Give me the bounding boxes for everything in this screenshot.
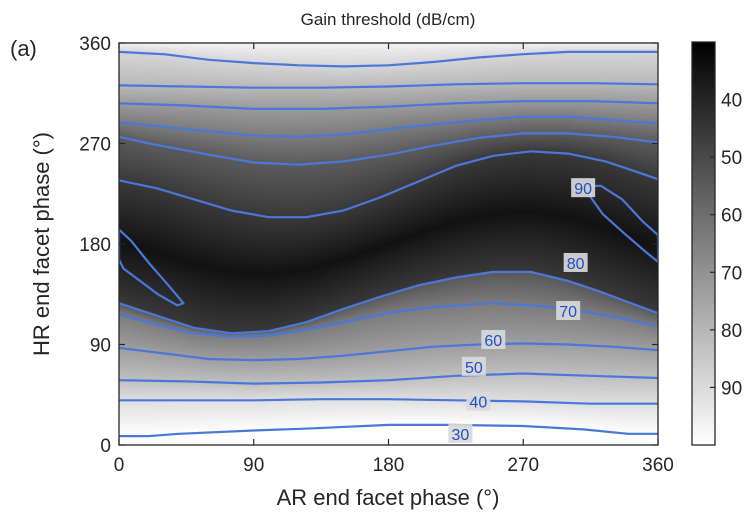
y-tick-label: 90: [90, 336, 111, 357]
colorbar-ticks: 40 50 60 70 80 90: [710, 91, 742, 399]
colorbar-tick-label: 70: [721, 263, 742, 284]
contour-label-bg-60: [481, 330, 506, 350]
colorbar-tick-label: 60: [721, 206, 742, 227]
contour-label-bg-90: [571, 178, 596, 198]
y-tick-label: 270: [79, 135, 111, 156]
contour-label-bg-30: [448, 423, 473, 443]
contour-label-90: 90: [574, 181, 592, 198]
contour-line-40-1: [119, 398, 658, 405]
contour-label-30: 30: [451, 427, 469, 444]
contour-label-bg-80: [563, 252, 588, 272]
contour-label-bg-70: [556, 301, 581, 320]
contour-line-90-12: [119, 228, 185, 307]
contour-line-60-3: [119, 342, 658, 362]
colorbar: 40 50 60 70 80 90: [691, 41, 742, 446]
y-axis: 0 90 180 270 360: [79, 34, 658, 457]
contour-label-70: 70: [559, 304, 577, 321]
x-tick-label: 90: [243, 455, 264, 476]
contour-line-90-7: [119, 132, 658, 166]
contour-line-80-5: [119, 270, 658, 335]
contour-label-60: 60: [484, 333, 502, 350]
x-axis: 0 90 180 270 360: [114, 43, 674, 476]
y-tick-label: 180: [79, 235, 111, 256]
contour-label-80: 80: [567, 256, 585, 273]
colorbar-tick-label: 40: [721, 91, 742, 112]
y-axis-label: HR end facet phase (°): [29, 132, 54, 356]
x-axis-label: AR end facet phase (°): [277, 485, 500, 510]
x-tick-label: 360: [642, 455, 674, 476]
contour-line-30-0: [119, 423, 658, 438]
contour-label-bg-50: [461, 356, 486, 376]
colorbar-tick-label: 80: [721, 321, 742, 342]
y-tick-label: 360: [79, 34, 111, 55]
contour-line-90-10: [119, 82, 658, 89]
contour-line-90-6: [119, 150, 658, 219]
contour-label-bg-40: [466, 391, 491, 411]
colorbar-gradient: [691, 41, 716, 446]
y-tick-label: 0: [100, 436, 111, 457]
contour-line-70-4: [119, 302, 658, 338]
contour-label-50: 50: [465, 360, 483, 377]
contour-line-90-9: [119, 100, 658, 110]
x-tick-label: 270: [507, 455, 539, 476]
contour-line-90-11: [119, 50, 658, 68]
chart-title: Gain threshold (dB/cm): [301, 10, 476, 29]
x-tick-label: 180: [373, 455, 405, 476]
x-tick-label: 0: [114, 455, 125, 476]
heatmap-field: [119, 43, 658, 445]
colorbar-tick-label: 50: [721, 148, 742, 169]
contour-line-90-8: [119, 115, 658, 138]
colorbar-tick-label: 90: [721, 378, 742, 399]
panel-label: (a): [10, 36, 37, 61]
contour-label-40: 40: [469, 394, 487, 411]
contour-line-50-2: [119, 372, 658, 385]
